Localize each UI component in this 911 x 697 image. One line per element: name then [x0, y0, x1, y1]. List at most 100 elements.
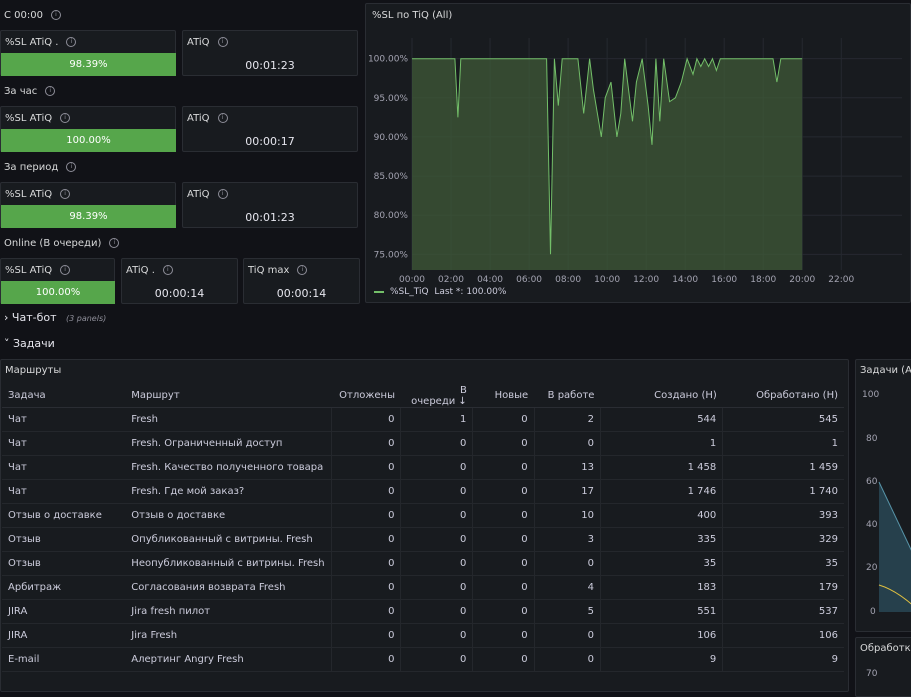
- table-cell: 551: [599, 599, 723, 624]
- chevron-down-icon: ˅: [4, 337, 10, 350]
- y-tick-label: 85.00%: [374, 172, 409, 182]
- table-cell: Неопубликованный с витрины. Fresh: [125, 551, 332, 576]
- table-cell: 17: [533, 479, 601, 504]
- table-cell: 0: [400, 431, 473, 456]
- panel-title: Обработка: [860, 643, 911, 654]
- info-icon[interactable]: i: [45, 86, 56, 96]
- info-icon[interactable]: i: [217, 113, 228, 123]
- table-row[interactable]: Арбитраж Согласования возврата Fresh 0 0 0 4 1…: [2, 575, 844, 600]
- table-cell: JIRA: [2, 599, 126, 624]
- y-tick-label: 75.00%: [374, 250, 409, 260]
- series-line: [878, 584, 911, 605]
- x-tick-label: 22:00: [828, 275, 854, 285]
- legend-last-value: Last *: 100.00%: [434, 287, 507, 297]
- table-cell: 4: [533, 575, 601, 600]
- panel-title: %SL ATiQ .: [5, 37, 59, 48]
- chart-legend[interactable]: %SL_TiQ Last *: 100.00%: [374, 287, 506, 297]
- table-cell: Чат: [2, 455, 126, 480]
- table-cell: Jira fresh пилот: [125, 599, 332, 624]
- y-tick: 80: [866, 434, 878, 444]
- bar-value: 100.00%: [66, 135, 111, 146]
- tiq-max-panel: TiQ max i 00:00:14: [243, 258, 360, 304]
- table-cell: Fresh. Качество полученного товара: [125, 455, 332, 480]
- row-tasks[interactable]: ˅ Задачи: [4, 337, 55, 350]
- table-cell: 1 746: [599, 479, 723, 504]
- tasks-all-panel: Задачи (All 100 80 60 40 20 0: [855, 359, 911, 632]
- col-header-postponed[interactable]: Отложены: [331, 384, 401, 408]
- table-cell: 0: [533, 551, 601, 576]
- table-cell: 0: [330, 575, 401, 600]
- table-cell: Fresh. Где мой заказ?: [125, 479, 332, 504]
- info-icon[interactable]: i: [217, 189, 228, 199]
- y-tick-label: 90.00%: [374, 133, 409, 143]
- info-icon[interactable]: i: [109, 238, 120, 248]
- table-row[interactable]: Отзыв Опубликованный с витрины. Fresh 0 0 0 3…: [2, 527, 844, 552]
- table-row[interactable]: Чат Fresh. Ограниченный доступ 0 0 0 0 1 1: [2, 431, 844, 456]
- table-cell: 0: [533, 647, 601, 672]
- row-title: Задачи: [13, 337, 55, 350]
- panel-title: ATiQ .: [126, 265, 155, 276]
- col-header-in-progress[interactable]: В работе: [534, 384, 601, 408]
- series-area: [412, 58, 803, 271]
- col-header-created[interactable]: Создано (Н): [600, 384, 723, 408]
- table-cell: Fresh: [125, 407, 332, 432]
- series-area: [879, 482, 911, 612]
- info-icon[interactable]: i: [297, 265, 308, 275]
- y-tick: 20: [866, 563, 878, 573]
- y-tick: 40: [866, 520, 878, 530]
- x-tick-label: 00:00: [399, 275, 425, 285]
- y-tick-label: 95.00%: [374, 94, 409, 104]
- info-icon[interactable]: i: [60, 189, 71, 199]
- y-tick: 60: [866, 477, 878, 487]
- sort-desc-icon: ↓: [458, 395, 467, 407]
- table-row[interactable]: Отзыв о доставке Отзыв о доставке 0 0 0 10 400…: [2, 503, 844, 528]
- sl-bar-gauge: 100.00%: [1, 281, 115, 304]
- table-cell: 0: [330, 455, 401, 480]
- table-cell: 183: [599, 575, 723, 600]
- table-cell: Отзыв: [2, 551, 126, 576]
- panel-title: %SL ATiQ: [5, 265, 53, 276]
- x-tick-label: 16:00: [711, 275, 737, 285]
- info-icon[interactable]: i: [66, 37, 77, 47]
- sl-tiq-chart-panel: %SL по TiQ (All) 100.00% 95.00% 90.00% 85.0…: [365, 3, 911, 303]
- table-row[interactable]: JIRA Jira Fresh 0 0 0 0 106 106: [2, 623, 844, 648]
- table-row[interactable]: Чат Fresh 0 1 0 2 544 545: [2, 407, 844, 432]
- col-header-queue[interactable]: В очереди ↓: [400, 384, 473, 408]
- info-icon[interactable]: i: [66, 162, 77, 172]
- section-title: С 00:00: [4, 10, 43, 21]
- table-cell: 0: [330, 503, 401, 528]
- info-icon[interactable]: i: [50, 10, 61, 20]
- table-cell: 0: [472, 647, 535, 672]
- table-cell: 0: [472, 455, 535, 480]
- table-cell: 1 740: [722, 479, 844, 504]
- table-row[interactable]: E-mail Алертинг Angry Fresh 0 0 0 0 9 9: [2, 647, 844, 672]
- atiq-panel: ATiQ i 00:01:23: [182, 30, 358, 76]
- table-cell: Алертинг Angry Fresh: [125, 647, 332, 672]
- table-cell: Чат: [2, 407, 126, 432]
- table-cell: 537: [722, 599, 844, 624]
- row-chatbot[interactable]: › Чат-бот (3 panels): [4, 311, 106, 324]
- table-cell: 1 458: [599, 455, 723, 480]
- x-tick-label: 08:00: [555, 275, 581, 285]
- table-cell: 0: [472, 527, 535, 552]
- info-icon[interactable]: i: [60, 113, 71, 123]
- table-row[interactable]: JIRA Jira fresh пилот 0 0 0 5 551 537: [2, 599, 844, 624]
- info-icon[interactable]: i: [217, 37, 228, 47]
- table-row[interactable]: Чат Fresh. Качество полученного товара 0 0 0…: [2, 455, 844, 480]
- table-cell: Отзыв о доставке: [125, 503, 332, 528]
- x-tick-label: 06:00: [516, 275, 542, 285]
- info-icon[interactable]: i: [60, 265, 71, 275]
- table-cell: 329: [722, 527, 844, 552]
- table-cell: 9: [599, 647, 723, 672]
- table-cell: JIRA: [2, 623, 126, 648]
- col-header-task[interactable]: Задача: [2, 384, 126, 408]
- col-header-route[interactable]: Маршрут: [125, 384, 332, 408]
- table-row[interactable]: Отзыв Неопубликованный с витрины. Fresh 0 0…: [2, 551, 844, 576]
- section-title: Online (В очереди): [4, 238, 102, 249]
- table-row[interactable]: Чат Fresh. Где мой заказ? 0 0 0 17 1 746 1 740: [2, 479, 844, 504]
- col-header-new[interactable]: Новые: [472, 384, 535, 408]
- sl-bar-gauge: 98.39%: [1, 53, 176, 76]
- info-icon[interactable]: i: [162, 265, 173, 275]
- y-tick: 70: [866, 669, 878, 679]
- col-header-processed[interactable]: Обработано (Н): [722, 384, 844, 408]
